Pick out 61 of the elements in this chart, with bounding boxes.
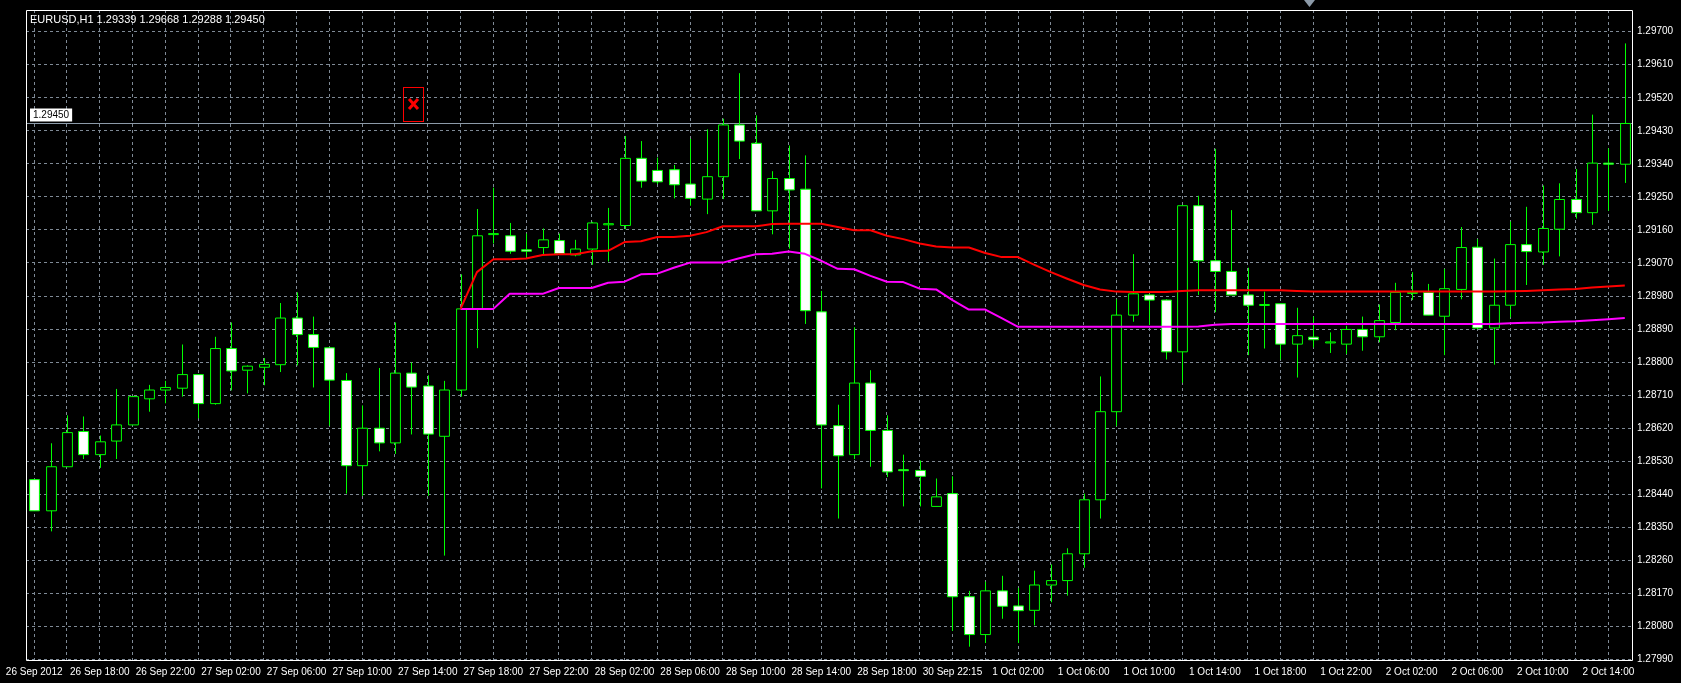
x-tick-label: 26 Sep 22:00: [135, 665, 196, 677]
x-tick-label: 30 Sep 22:15: [922, 665, 983, 677]
y-tick-label: 1.29700: [1637, 25, 1674, 37]
candlestick: [734, 72, 745, 160]
x-tick-label: 26 Sep 2012: [5, 665, 63, 677]
y-tick-label: 1.28350: [1637, 521, 1674, 533]
candlestick: [111, 388, 122, 460]
y-tick-label: 1.28620: [1637, 421, 1674, 433]
candlestick: [702, 128, 713, 215]
candlestick: [1128, 253, 1139, 323]
y-tick-label: 1.29250: [1637, 190, 1674, 202]
y-tick-label: 1.29340: [1637, 157, 1674, 169]
x-tick-label: 27 Sep 14:00: [398, 665, 458, 677]
candlestick: [997, 575, 1008, 620]
x-tick-label: 28 Sep 10:00: [725, 665, 786, 677]
x-tick-label: 28 Sep 14:00: [791, 665, 852, 677]
x-tick-label: 1 Oct 10:00: [1123, 665, 1176, 677]
y-tick-label: 1.28710: [1637, 388, 1674, 400]
y-tick-label: 1.28080: [1637, 620, 1674, 632]
candlestick: [1243, 267, 1254, 356]
x-tick-label: 26 Sep 18:00: [70, 665, 130, 677]
chart-title: EURUSD,H1 1.29339 1.29668 1.29288 1.29450: [30, 12, 265, 25]
y-tick-label: 1.29430: [1637, 124, 1674, 136]
y-tick-label: 1.28980: [1637, 289, 1674, 301]
x-tick-label: 28 Sep 18:00: [857, 665, 918, 677]
y-tick-label: 1.29520: [1637, 91, 1674, 103]
x-tick-label: 27 Sep 22:00: [529, 665, 590, 677]
x-tick-label: 2 Oct 02:00: [1385, 665, 1438, 677]
x-tick-label: 28 Sep 02:00: [594, 665, 655, 677]
candlestick: [521, 233, 532, 258]
x-tick-label: 2 Oct 14:00: [1582, 665, 1635, 677]
y-tick-label: 1.28260: [1637, 554, 1674, 566]
x-tick-label: 27 Sep 02:00: [201, 665, 262, 677]
x-tick-label: 1 Oct 06:00: [1057, 665, 1110, 677]
y-tick-label: 1.28440: [1637, 488, 1674, 500]
x-tick-label: 1 Oct 18:00: [1254, 665, 1307, 677]
x-tick-label: 27 Sep 06:00: [266, 665, 327, 677]
candlestick: [931, 478, 942, 507]
candlestick: [505, 222, 516, 255]
x-tick-label: 1 Oct 22:00: [1320, 665, 1373, 677]
candlestick: [308, 316, 319, 388]
y-tick-label: 1.27990: [1637, 653, 1674, 665]
x-tick-label: 2 Oct 10:00: [1516, 665, 1570, 677]
x-tick-label: 27 Sep 10:00: [332, 665, 393, 677]
y-tick-label: 1.28530: [1637, 455, 1674, 467]
y-tick-label: 1.29160: [1637, 223, 1674, 235]
y-tick-label: 1.28890: [1637, 322, 1674, 334]
ref-line-label: 1.29450: [33, 109, 70, 121]
x-tick-label: 2 Oct 06:00: [1451, 665, 1504, 677]
y-tick-label: 1.29070: [1637, 256, 1674, 268]
candlestick: [1292, 307, 1303, 379]
y-tick-label: 1.28170: [1637, 587, 1674, 599]
x-tick-label: 28 Sep 06:00: [660, 665, 721, 677]
candlestick: [1210, 148, 1221, 313]
x-tick-label: 1 Oct 14:00: [1189, 665, 1242, 677]
x-tick-label: 1 Oct 02:00: [992, 665, 1045, 677]
candlestick: [1144, 293, 1155, 326]
x-tick-label: 27 Sep 18:00: [463, 665, 524, 677]
y-tick-label: 1.28800: [1637, 355, 1674, 367]
y-tick-label: 1.29610: [1637, 58, 1674, 70]
candlestick: [177, 344, 188, 398]
